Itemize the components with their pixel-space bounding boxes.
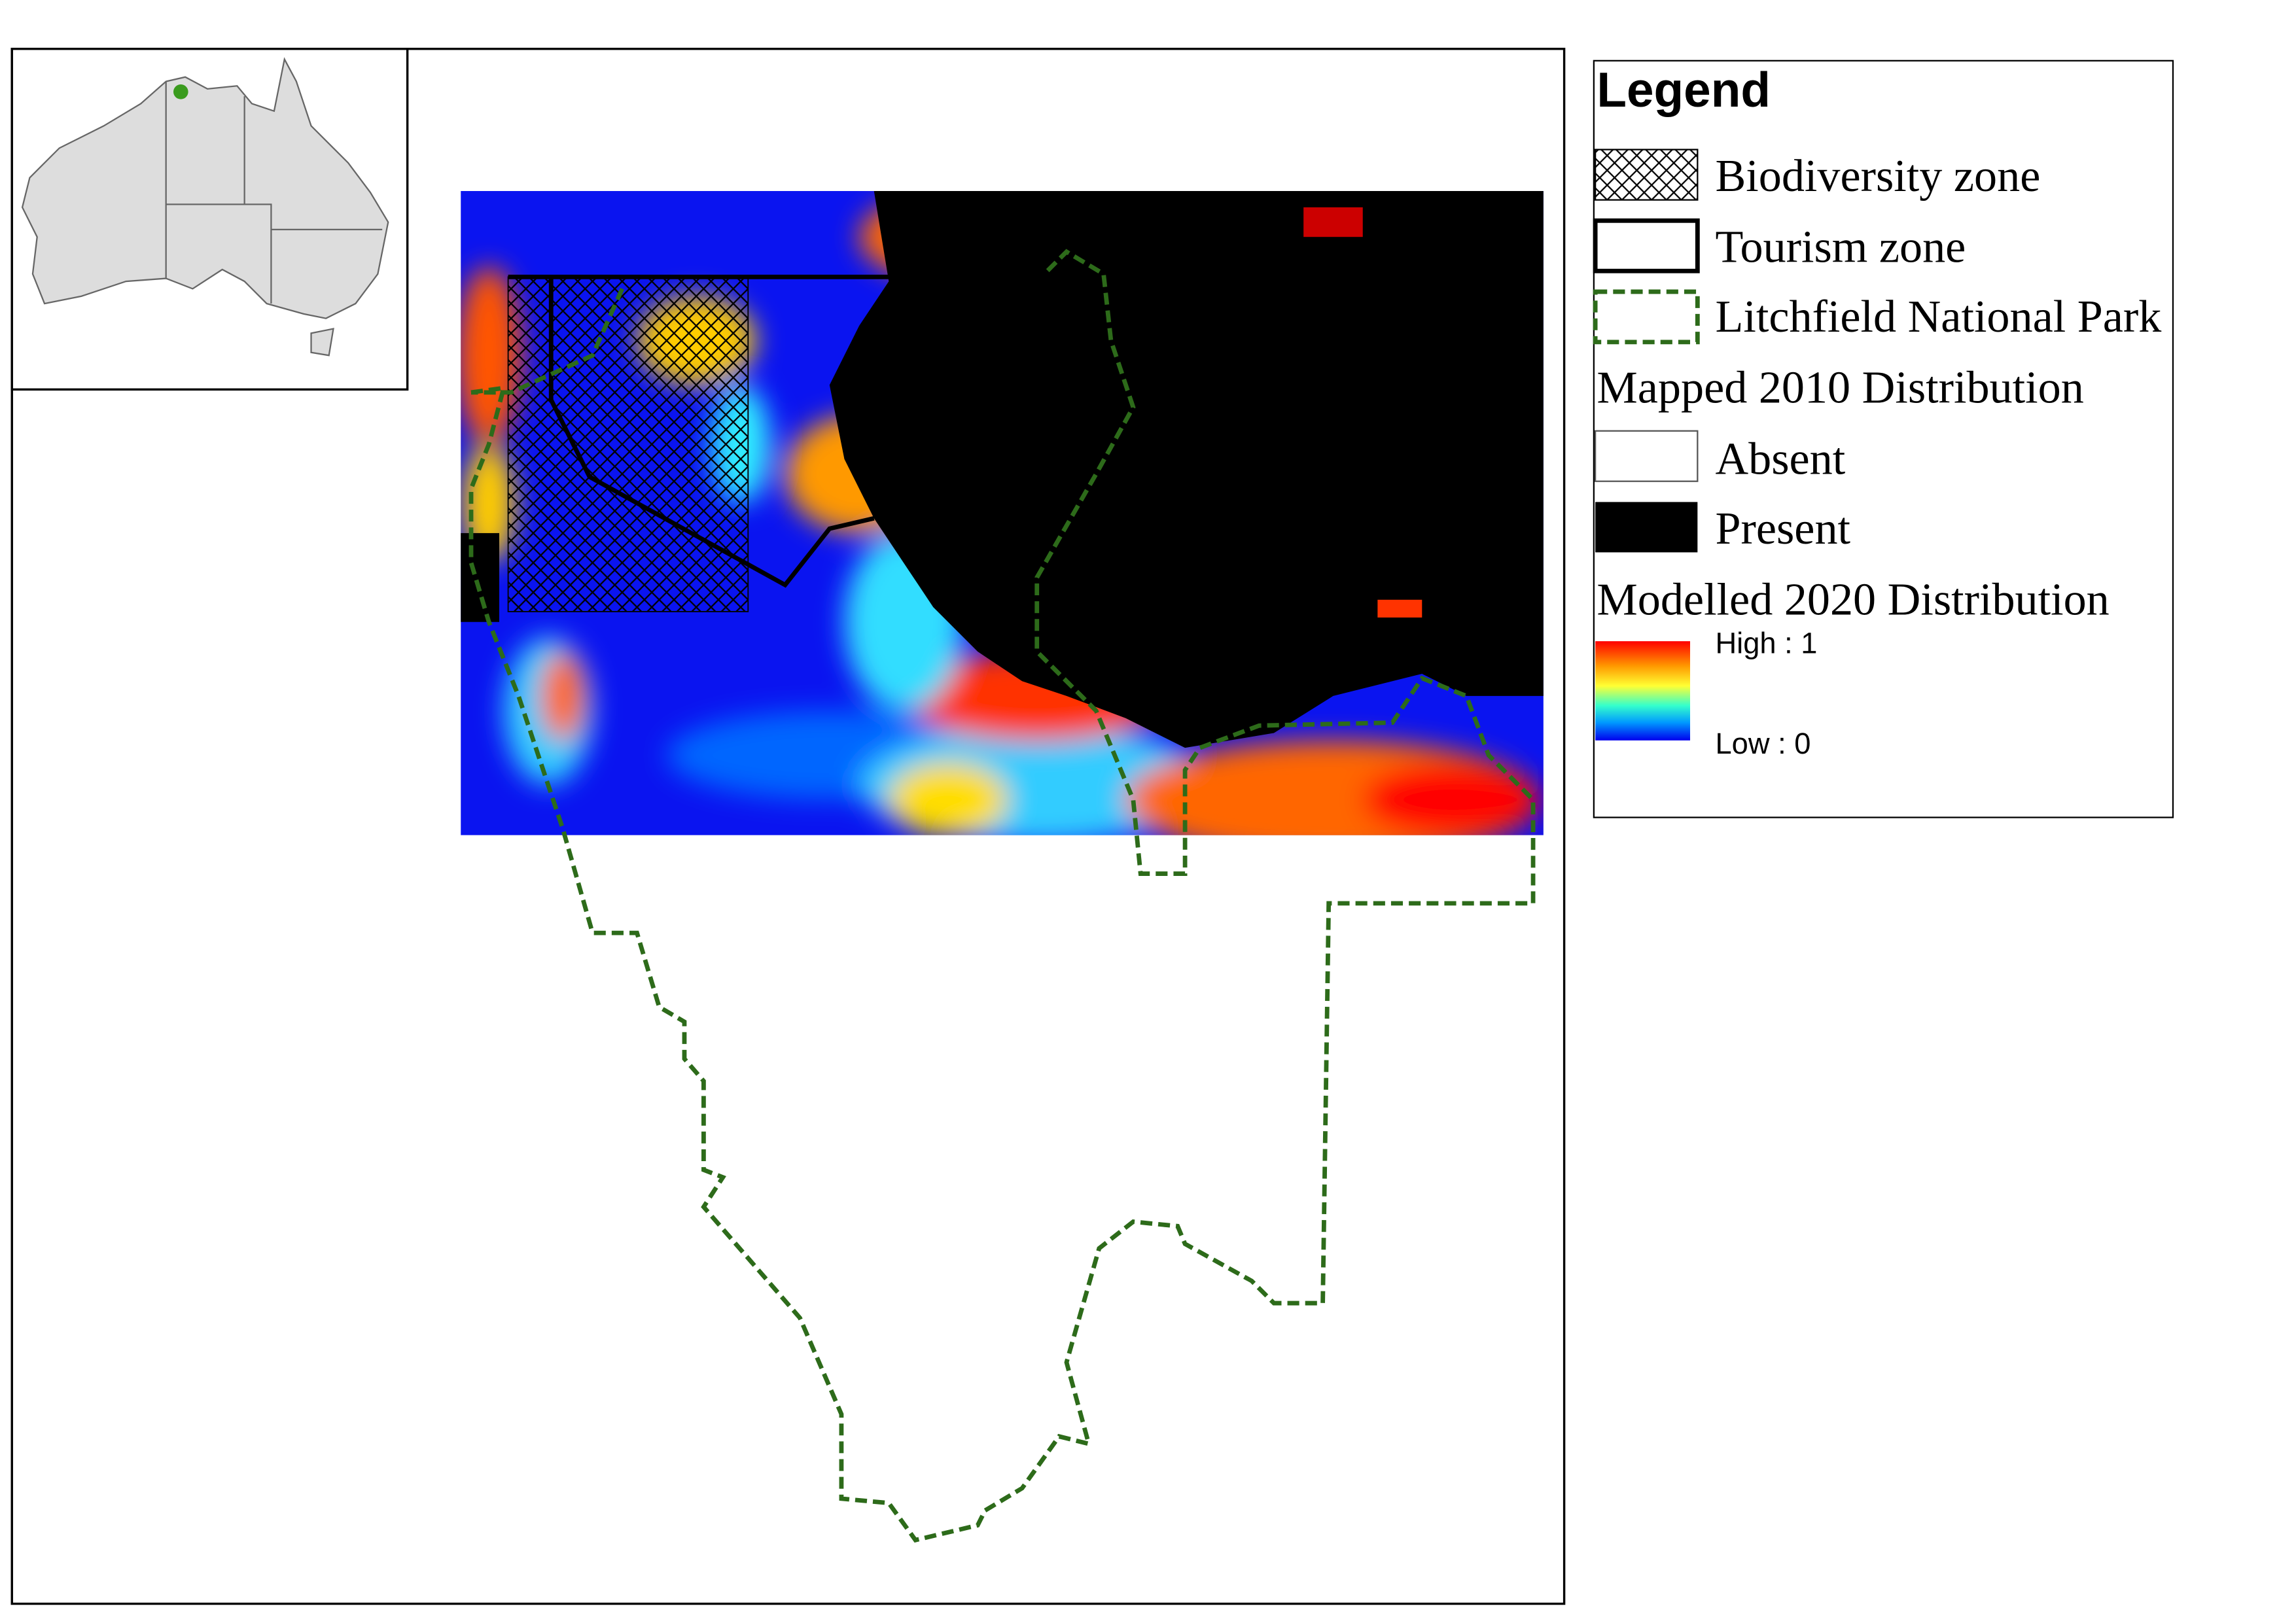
legend-label: Litchfield National Park [1715,291,2162,342]
swatch [1595,430,1699,482]
ramp-label: High : 1 [1715,626,1817,659]
biodiversity-zone [507,276,749,612]
legend-label: Absent [1715,433,1845,484]
swatch [1595,148,1699,201]
color-ramp [1595,641,1691,741]
legend-title: Legend [1597,62,1771,117]
legend-label: Biodiversity zone [1715,150,2040,201]
swatch [1595,502,1698,553]
inset-map [10,48,409,391]
legend-label: Tourism zone [1715,222,1966,273]
ramp-label: Low : 0 [1715,727,1810,760]
park-boundary [468,249,1536,1543]
legend-heading: Modelled 2020 Distribution [1597,574,2109,625]
tourism-zone [508,274,1037,588]
legend: Legend Biodiversity zone Tourism zone Li… [1593,60,2174,818]
legend-heading: Mapped 2010 Distribution [1597,362,2083,413]
swatch [1593,218,1700,273]
legend-label: Present [1715,503,1850,554]
swatch [1593,289,1700,345]
